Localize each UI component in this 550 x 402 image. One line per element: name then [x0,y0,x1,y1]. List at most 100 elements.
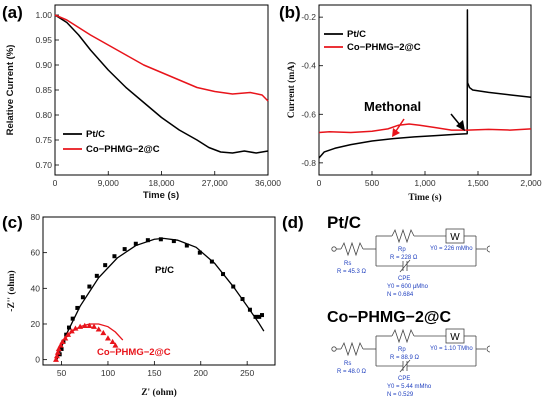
x-tick-label: 1,000 [414,178,436,188]
circuit-co-w-value: Y0 = 1.10 TMho [430,346,473,352]
series-line [54,14,269,154]
plot-a-xlabel: Time (s) [143,190,179,201]
circuit-co-rp-value: R = 88.9 Ω [390,355,420,361]
data-point [100,329,107,336]
y-tick-label: -0.2 [301,12,316,22]
circuit-co-cpe-y0: Y0 = 5.44 mMho [387,384,432,390]
data-point [260,313,265,318]
plot-c-label-pt: Pt/C [155,265,174,276]
circuit-co-rs-value: R = 48.0 Ω [337,369,367,375]
y-tick-label: 0.80 [35,110,52,120]
circuit-pt-cpe-name: CPE [398,276,410,282]
plot-c-ylabel: -Z'' (ohm) [6,270,17,311]
x-tick-label: 250 [240,368,254,378]
data-point [57,342,64,348]
series-line [318,9,532,159]
panel-c-label: (c) [2,213,23,232]
plot-c-label-co: Co−PHMG−2@C [97,347,171,358]
legend-b-co-label: Co−PHMG−2@C [347,42,421,53]
data-point [231,284,236,289]
plot-c-xlabel: Z' (ohm) [141,387,177,398]
circuit-pt-cpe-y0: Y0 = 600 μMho [387,284,429,290]
x-tick-label: 36,000 [255,178,281,188]
plot-c-series [52,237,265,362]
data-point [55,345,62,352]
x-tick-label: 0 [317,178,322,188]
data-point [66,325,71,330]
fit-curve [56,237,265,360]
data-point [197,250,202,255]
data-point [81,322,88,328]
circuit-pt-rp-name: Rp [398,247,406,253]
data-point [247,307,252,312]
circuit-co-title: Co−PHMG−2@C [327,309,452,326]
x-tick-label: 2,000 [520,178,542,188]
arrow-red-icon [392,118,405,137]
panel-a: (a) 0 9,000 18,000 27,000 36,000 0.70 0.75 0.80… [2,3,281,201]
x-tick-label: 200 [194,368,208,378]
x-tick-label: 100 [101,368,115,378]
series-line [54,14,269,102]
data-point [104,335,111,341]
x-tick-label: 18,000 [149,178,175,188]
data-point [52,356,59,362]
data-point [80,295,85,300]
legend-b-pt-label: Pt/C [347,29,366,40]
data-point [54,349,61,355]
data-point [109,338,116,345]
x-tick-label: 500 [365,178,379,188]
data-point [53,353,60,359]
data-point [70,316,75,321]
circuit-pt-w-symbol: W [450,232,460,243]
y-tick-label: -0.8 [301,158,316,168]
y-tick-label: 0.90 [35,60,52,70]
y-tick-label: 80 [31,212,41,222]
data-point [112,342,119,348]
arrow-black-icon [450,113,465,131]
data-point [209,259,214,264]
plot-c-frame [42,216,276,366]
data-point [68,328,75,334]
panel-b: (b) 0 500 1,000 1,500 2,000-0.2-0.4-0.6-0.8 … [279,3,542,203]
plot-b-ticks: 0 500 1,000 1,500 2,000 -0.2 -0.4 -0.6 -0.8 [301,12,542,188]
circuit-co-rp-name: Rp [398,347,406,353]
data-point [112,254,117,259]
circuit-co-cpe-name: CPE [398,376,410,382]
data-point [87,284,92,289]
panel-b-label: (b) [279,3,301,22]
panel-c: (c) 50 100 150 200 250 0 20 40 60 80 Z' (ohm) -Z'… [2,212,276,398]
data-point [145,238,150,243]
circuit-pt-title: Pt/C [327,213,361,232]
data-point [158,237,163,242]
data-point [95,326,102,332]
panel-d-label: (d) [282,213,304,232]
y-tick-label: 0 [35,355,40,365]
data-point [221,272,226,277]
data-point [171,239,176,244]
circuit-co-w-symbol: W [450,332,460,343]
data-point [62,335,69,341]
x-tick-label: 27,000 [202,178,228,188]
plot-b-legend: Pt/C Co−PHMG−2@C [324,29,421,53]
data-point [86,322,93,328]
data-point [122,247,127,252]
plot-a-ticks: 0 9,000 18,000 27,000 36,000 0.70 0.75 0.80 0.85… [35,10,281,188]
plot-a-ylabel: Relative Current (%) [5,45,16,136]
legend-a-pt-label: Pt/C [86,129,105,140]
circuit-pt-rs-name: Rs [344,261,351,267]
data-point [94,273,99,278]
data-point [75,305,80,310]
series-line [318,123,532,134]
x-tick-label: 0 [53,178,58,188]
circuit-pt-rs-value: R = 45.3 Ω [337,269,367,275]
circuit-co-cpe-n: N = 0.529 [387,392,414,398]
y-tick-label: 60 [31,248,41,258]
y-tick-label: 1.00 [35,10,52,20]
data-point [65,331,72,337]
x-tick-label: 150 [147,368,161,378]
data-point [72,325,79,331]
circuit-pt-w-value: Y0 = 226 mMho [430,246,473,252]
plot-c-ticks: 50 100 150 200 250 0 20 40 60 80 [31,212,255,378]
y-tick-label: -0.4 [301,61,316,71]
